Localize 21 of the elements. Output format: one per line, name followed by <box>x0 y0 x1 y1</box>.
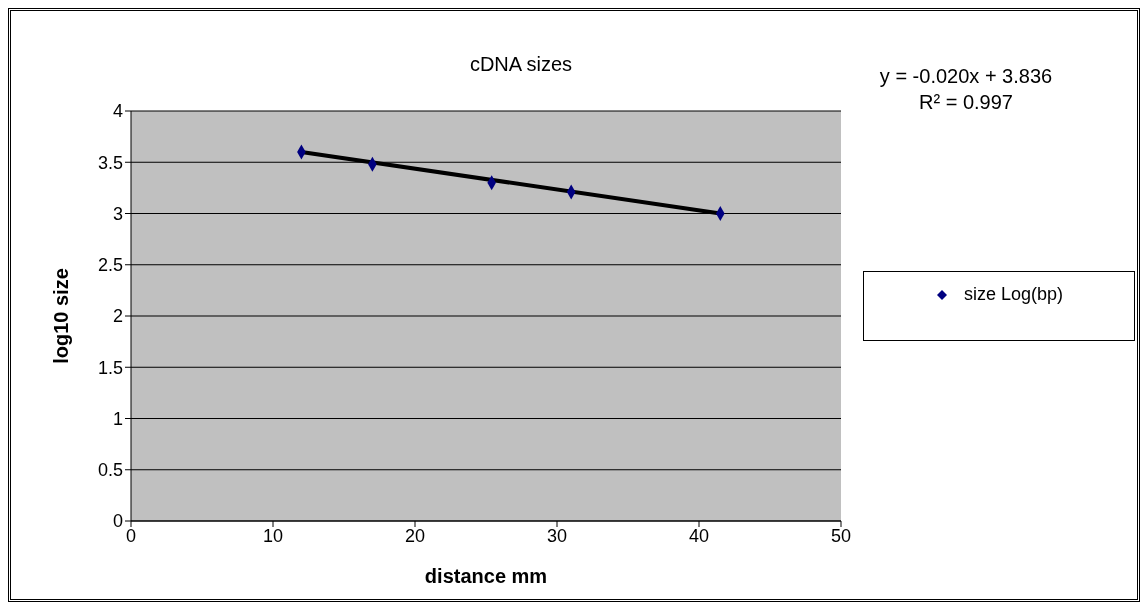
x-tick-label: 40 <box>688 525 710 546</box>
legend-label: size Log(bp) <box>964 284 1064 305</box>
y-tick-label: 3.5 <box>97 152 123 173</box>
x-tick-label: 20 <box>404 525 426 546</box>
y-tick-label: 3 <box>112 203 123 224</box>
text: R² = 0.997 <box>918 90 1014 115</box>
text: y = -0.020x + 3.836 <box>878 64 1054 89</box>
x-tick-label: 10 <box>262 525 284 546</box>
x-tick-label: 50 <box>830 525 852 546</box>
x-tick-label: 30 <box>546 525 568 546</box>
y-tick-label: 1.5 <box>97 357 123 378</box>
y-tick-label: 4 <box>112 101 123 122</box>
chart-title: cDNA sizes <box>469 53 573 75</box>
y-axis-title: log10 size <box>50 268 73 364</box>
y-tick-label: 1 <box>112 408 123 429</box>
y-tick-label: 2.5 <box>97 255 123 276</box>
x-tick-label: 0 <box>125 525 137 546</box>
x-axis-title: distance mm <box>424 565 548 588</box>
y-tick-label: 0.5 <box>97 460 123 481</box>
y-tick-label: 0 <box>112 511 123 532</box>
y-tick-label: 2 <box>112 306 123 327</box>
